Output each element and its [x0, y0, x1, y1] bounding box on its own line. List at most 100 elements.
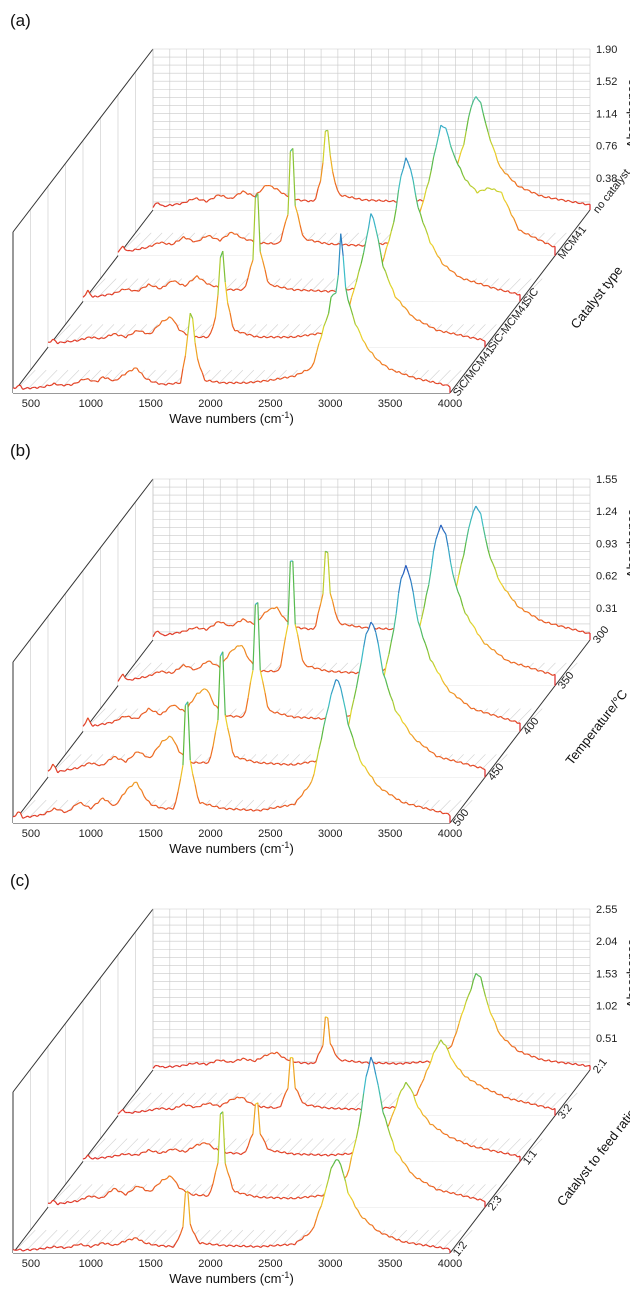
series-segment	[452, 574, 457, 584]
series-segment	[314, 1194, 318, 1198]
series-segment	[545, 1106, 548, 1109]
series-segment	[206, 803, 210, 806]
series-segment	[231, 751, 236, 758]
series-segment	[249, 193, 253, 197]
series-segment	[535, 668, 539, 672]
series-segment	[125, 334, 129, 339]
series-segment	[302, 334, 306, 337]
series-segment	[157, 202, 161, 206]
series-segment	[357, 752, 361, 761]
series-segment	[270, 1106, 274, 1109]
series-segment	[575, 200, 579, 204]
series-segment	[249, 333, 253, 336]
series-segment	[81, 1197, 85, 1200]
series-segment	[206, 1062, 210, 1066]
series-segment	[191, 696, 196, 702]
series-segment	[137, 1185, 141, 1188]
series-segment	[508, 1097, 512, 1101]
z-tick-label: 1.55	[596, 474, 617, 486]
series-segment	[124, 677, 129, 681]
series-segment	[357, 1209, 361, 1216]
series-segment	[170, 1148, 173, 1151]
series-segment	[440, 1189, 445, 1193]
series-segment	[463, 1142, 467, 1145]
series-segment	[136, 290, 139, 292]
series-segment	[322, 1016, 326, 1046]
series-segment	[275, 242, 279, 245]
series-segment	[130, 333, 134, 336]
series-segment	[336, 1107, 340, 1110]
series-segment	[24, 815, 28, 818]
series-segment	[176, 324, 180, 331]
series-segment	[507, 1152, 511, 1156]
series-segment	[319, 162, 324, 182]
series-segment	[515, 662, 519, 666]
z-tick-label: 1.14	[596, 108, 617, 120]
series-segment	[462, 605, 466, 614]
series-segment	[504, 589, 508, 593]
series-segment	[155, 1150, 159, 1154]
series-segment	[160, 204, 163, 206]
series-segment	[131, 717, 135, 720]
series-segment	[459, 597, 464, 607]
series-segment	[308, 1062, 312, 1065]
series-segment	[200, 1103, 204, 1107]
series-segment	[291, 375, 295, 378]
series-segment	[188, 238, 192, 241]
series-segment	[78, 801, 82, 804]
series-segment	[372, 1063, 377, 1075]
series-segment	[473, 707, 477, 711]
series-segment	[481, 1086, 486, 1090]
series-segment	[146, 1108, 150, 1112]
series-segment	[538, 194, 542, 197]
series-segment	[363, 1076, 367, 1094]
series-segment	[467, 615, 471, 622]
series-segment	[555, 623, 559, 627]
series-segment	[195, 335, 199, 339]
series-segment	[64, 1201, 68, 1205]
series-segment	[458, 333, 461, 336]
series-segment	[180, 1103, 184, 1107]
series-segment	[140, 712, 145, 716]
series-segment	[520, 229, 524, 234]
series-segment	[479, 1198, 483, 1202]
series-segment	[173, 1106, 177, 1110]
series-segment	[409, 314, 413, 317]
series-segment	[166, 1175, 170, 1179]
series-segment	[393, 208, 397, 223]
series-segment	[313, 761, 318, 775]
series-segment	[306, 1233, 310, 1236]
series-segment	[224, 1163, 229, 1173]
series-segment	[371, 1224, 376, 1230]
depth-axis-title: Catalyst type	[567, 263, 625, 331]
series-segment	[429, 242, 434, 247]
series-segment	[321, 241, 325, 245]
series-segment	[80, 801, 84, 806]
series-segment	[126, 288, 130, 290]
series-segment	[279, 805, 283, 809]
series-segment	[584, 1065, 588, 1067]
series-segment	[98, 764, 102, 767]
series-segment	[345, 287, 349, 301]
series-segment	[471, 280, 475, 283]
series-segment	[73, 804, 77, 807]
series-segment	[99, 294, 103, 297]
series-segment	[189, 627, 192, 630]
series-segment	[52, 763, 56, 768]
series-segment	[222, 1102, 226, 1105]
series-segment	[527, 665, 532, 670]
series-segment	[59, 1246, 62, 1248]
series-segment	[168, 1107, 172, 1111]
series-segment	[314, 1105, 318, 1108]
series-segment	[492, 563, 496, 570]
x-tick-label: 2000	[198, 828, 222, 840]
series-segment	[493, 713, 496, 717]
series-segment	[271, 1052, 275, 1055]
series-segment	[92, 295, 96, 298]
series-segment	[235, 193, 239, 197]
series-segment	[468, 1144, 472, 1148]
series-segment	[153, 285, 157, 288]
series-segment	[278, 1105, 281, 1108]
series-segment	[321, 669, 325, 672]
series-segment	[348, 1157, 353, 1170]
